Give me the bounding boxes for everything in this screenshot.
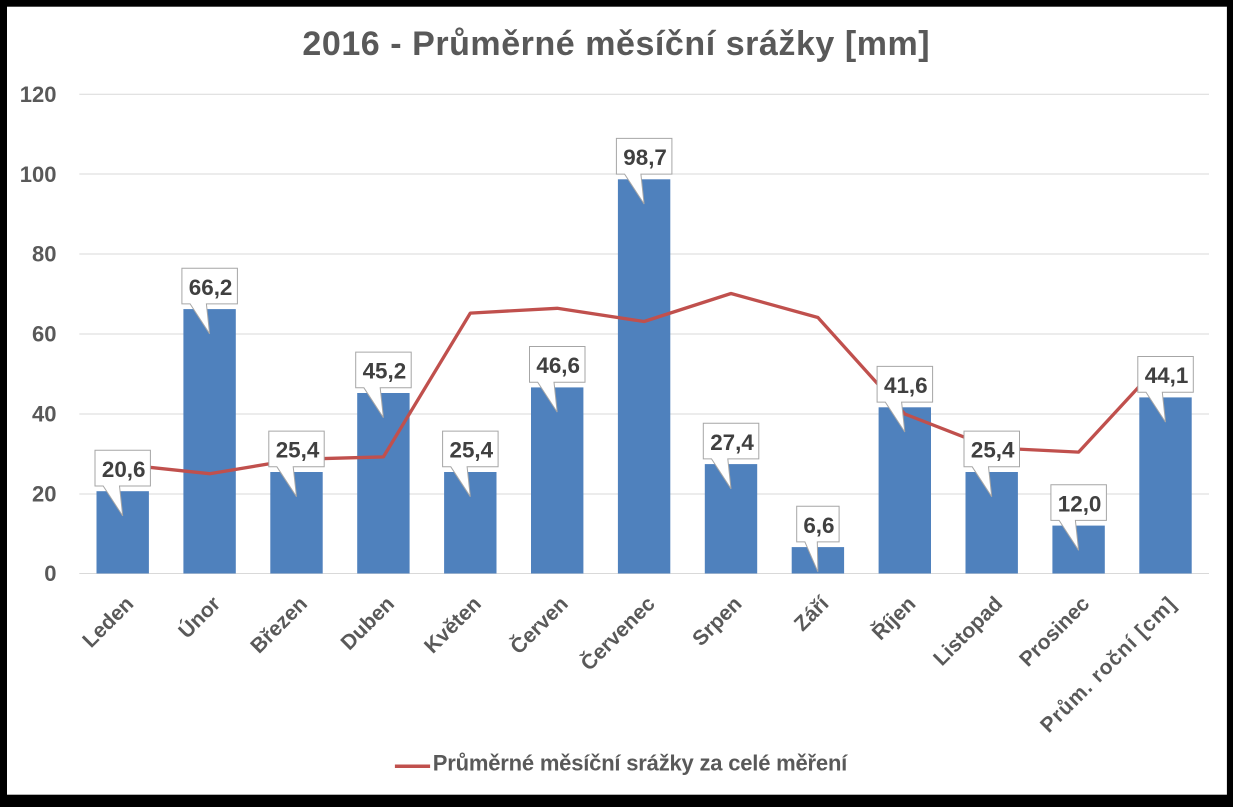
svg-text:20: 20: [32, 481, 56, 506]
svg-text:25,4: 25,4: [971, 438, 1015, 463]
svg-text:41,6: 41,6: [884, 373, 928, 398]
svg-text:98,7: 98,7: [623, 145, 667, 170]
svg-text:66,2: 66,2: [189, 275, 233, 300]
svg-text:25,4: 25,4: [276, 438, 320, 463]
svg-text:20,6: 20,6: [102, 457, 146, 482]
svg-text:45,2: 45,2: [363, 359, 407, 384]
svg-text:27,4: 27,4: [710, 430, 754, 455]
svg-text:46,6: 46,6: [536, 353, 580, 378]
svg-text:2016 - Průměrné měsíční srážky: 2016 - Průměrné měsíční srážky [mm]: [302, 25, 930, 63]
svg-text:12,0: 12,0: [1058, 491, 1102, 516]
svg-text:25,4: 25,4: [450, 438, 494, 463]
svg-text:6,6: 6,6: [803, 513, 834, 538]
svg-text:0: 0: [44, 561, 56, 586]
svg-text:Průměrné měsíční srážky za cel: Průměrné měsíční srážky za celé měření: [433, 751, 848, 776]
svg-text:44,1: 44,1: [1145, 363, 1189, 388]
svg-text:100: 100: [20, 162, 57, 187]
svg-text:40: 40: [32, 401, 56, 426]
svg-text:80: 80: [32, 242, 56, 267]
svg-text:120: 120: [20, 82, 57, 107]
svg-text:60: 60: [32, 322, 56, 347]
